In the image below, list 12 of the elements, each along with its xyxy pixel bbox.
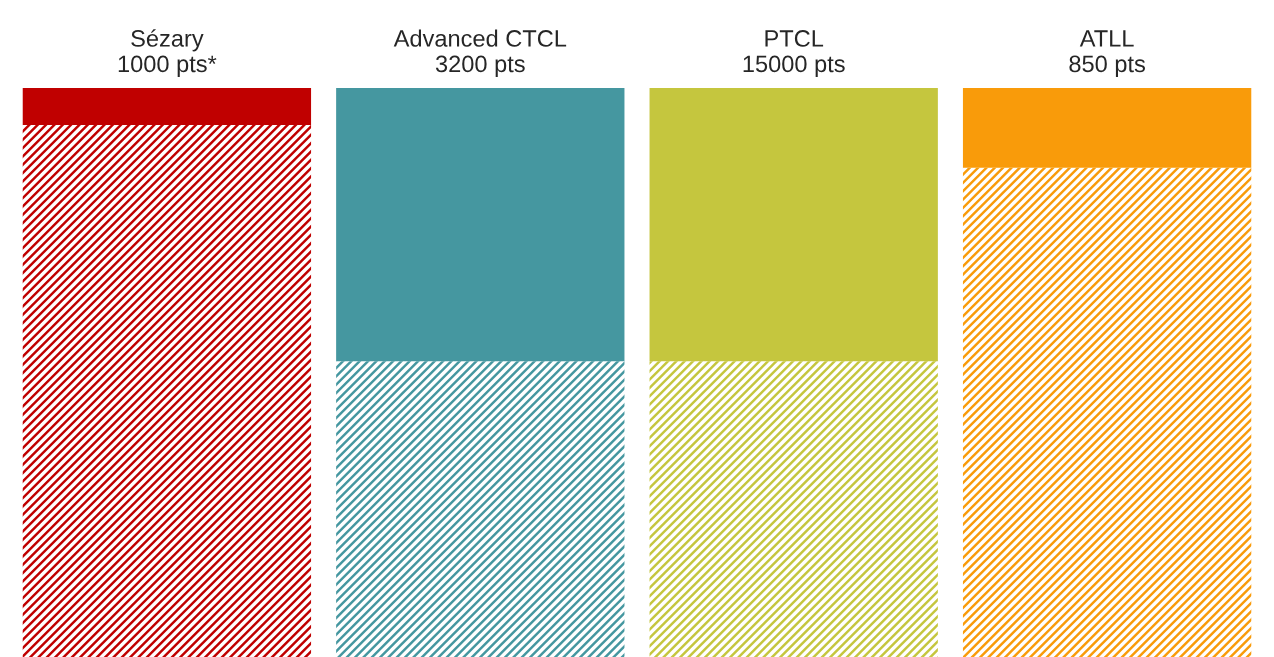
- bar: [962, 88, 1252, 168]
- x-tick-label: Sézary 1000 pts*: [118, 29, 217, 77]
- bar: [649, 88, 938, 362]
- bar: [22, 88, 312, 126]
- bar: [336, 88, 625, 362]
- x-tick-label: ATLL 850 pts: [1069, 30, 1145, 77]
- bar: [649, 361, 938, 657]
- x-tick-label: PTCL 15000 pts: [743, 30, 845, 77]
- bar: [336, 361, 625, 657]
- bar: [962, 167, 1252, 657]
- bar: [22, 125, 312, 657]
- x-tick-label: Advanced CTCL 3200 pts: [393, 29, 567, 77]
